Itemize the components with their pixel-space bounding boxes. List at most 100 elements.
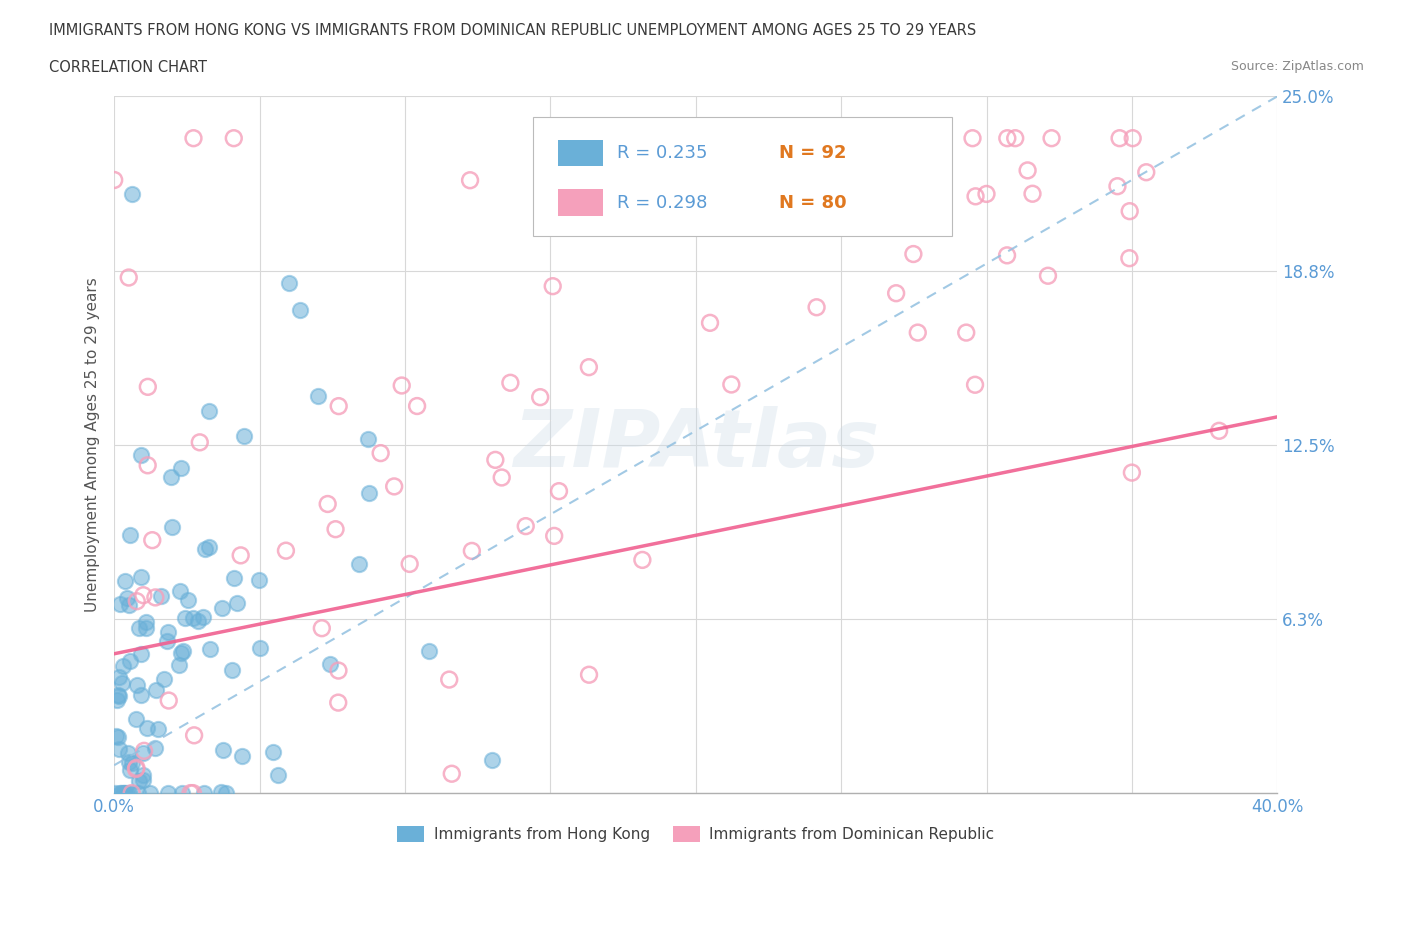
Point <box>976 187 998 202</box>
Point <box>491 470 513 485</box>
Point <box>114 786 136 801</box>
Point <box>541 279 564 294</box>
Point <box>103 173 125 188</box>
Point <box>328 399 350 414</box>
Point <box>110 786 132 801</box>
Point <box>1122 131 1144 146</box>
Point <box>995 248 1018 263</box>
Point <box>157 624 180 639</box>
Point <box>108 786 131 801</box>
Point <box>180 786 202 801</box>
Point <box>169 584 191 599</box>
Point <box>194 542 217 557</box>
Point <box>143 740 166 755</box>
Point <box>141 533 163 548</box>
Point <box>121 755 143 770</box>
Point <box>125 711 148 726</box>
Point <box>267 767 290 782</box>
Point <box>780 201 803 216</box>
Point <box>548 484 571 498</box>
Point <box>198 642 221 657</box>
Point <box>145 683 167 698</box>
Point <box>132 746 155 761</box>
Point <box>226 596 249 611</box>
Point <box>132 772 155 787</box>
Point <box>183 131 205 146</box>
Text: CORRELATION CHART: CORRELATION CHART <box>49 60 207 75</box>
Point <box>198 404 221 418</box>
Point <box>720 377 742 392</box>
Point <box>129 647 152 662</box>
Point <box>107 688 129 703</box>
Point <box>1036 269 1059 284</box>
Text: R = 0.298: R = 0.298 <box>617 193 707 212</box>
Point <box>783 216 806 231</box>
Point <box>1107 179 1129 193</box>
Point <box>515 519 537 534</box>
Point <box>129 569 152 584</box>
Point <box>962 131 984 146</box>
Text: R = 0.235: R = 0.235 <box>617 144 707 162</box>
Point <box>139 786 162 801</box>
Point <box>325 522 347 537</box>
Point <box>481 752 503 767</box>
Text: N = 80: N = 80 <box>779 193 846 212</box>
Point <box>117 746 139 761</box>
Point <box>193 786 215 801</box>
Point <box>529 390 551 405</box>
Point <box>172 786 194 801</box>
Text: IMMIGRANTS FROM HONG KONG VS IMMIGRANTS FROM DOMINICAN REPUBLIC UNEMPLOYMENT AMO: IMMIGRANTS FROM HONG KONG VS IMMIGRANTS … <box>49 23 976 38</box>
Point <box>484 452 506 467</box>
Point <box>160 470 183 485</box>
Point <box>104 728 127 743</box>
Point <box>169 658 191 672</box>
Point <box>174 611 197 626</box>
Point <box>357 432 380 446</box>
Text: N = 92: N = 92 <box>779 144 846 162</box>
Point <box>118 755 141 770</box>
Point <box>995 131 1018 146</box>
Point <box>169 461 191 476</box>
Point <box>806 176 828 191</box>
Point <box>316 497 339 512</box>
Point <box>160 520 183 535</box>
Point <box>132 743 155 758</box>
Point <box>181 786 204 801</box>
Point <box>125 762 148 777</box>
Point <box>105 693 128 708</box>
Point <box>274 543 297 558</box>
Point <box>209 785 232 800</box>
Point <box>149 589 172 604</box>
Point <box>215 786 238 801</box>
Point <box>118 598 141 613</box>
Point <box>963 378 986 392</box>
Point <box>328 695 350 710</box>
Point <box>1040 131 1063 146</box>
Point <box>955 326 977 340</box>
Point <box>328 663 350 678</box>
Point <box>211 601 233 616</box>
Point <box>170 645 193 660</box>
Point <box>145 590 167 604</box>
Point <box>814 131 837 146</box>
Point <box>125 761 148 776</box>
Point <box>233 429 256 444</box>
Point <box>129 447 152 462</box>
Point <box>311 620 333 635</box>
Point <box>127 786 149 801</box>
Point <box>148 722 170 737</box>
Point <box>118 270 141 285</box>
Text: ZIPAtlas: ZIPAtlas <box>513 405 879 484</box>
Point <box>1208 423 1230 438</box>
Bar <box>558 140 603 166</box>
Point <box>131 688 153 703</box>
Point <box>319 657 342 671</box>
Point <box>127 678 149 693</box>
Point <box>153 671 176 686</box>
Point <box>107 687 129 702</box>
Point <box>1108 131 1130 146</box>
Point <box>578 668 600 683</box>
Point <box>229 548 252 563</box>
Point <box>391 379 413 393</box>
Point <box>112 786 135 801</box>
